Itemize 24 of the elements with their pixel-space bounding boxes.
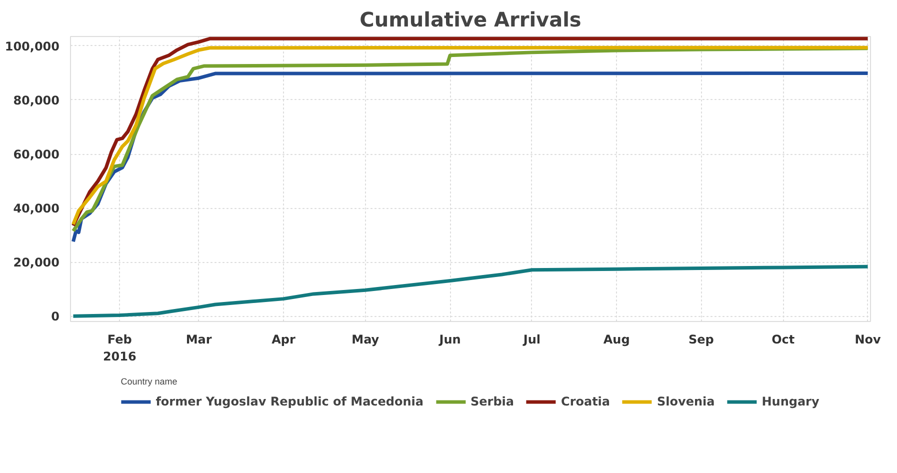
x-tick-label: Nov <box>854 332 881 346</box>
legend-label: Slovenia <box>657 394 715 408</box>
x-tick-label: Aug <box>603 332 630 346</box>
y-tick-label: 80,000 <box>13 93 60 108</box>
legend-label: former Yugoslav Republic of Macedonia <box>156 394 424 408</box>
x-tick-label: May <box>352 332 380 346</box>
legend-label: Serbia <box>470 394 514 408</box>
y-tick-label: 60,000 <box>13 148 60 162</box>
x-tick-label: Jul <box>522 332 540 346</box>
legend-label: Croatia <box>561 394 610 408</box>
x-tick-label: Mar <box>186 332 212 346</box>
x-tick-label: Feb 2016 <box>102 332 136 364</box>
x-tick-label: Oct <box>772 332 795 346</box>
legend-label: Hungary <box>762 394 820 408</box>
line-series <box>71 264 870 318</box>
y-tick-label: 0 <box>51 310 60 324</box>
x-tick-label: Jun <box>438 332 461 346</box>
y-tick-label: 40,000 <box>13 202 60 216</box>
y-tick-label: 20,000 <box>13 256 60 270</box>
x-tick-label: Sep <box>688 332 714 346</box>
legend-title: Country name <box>120 376 178 386</box>
y-tick-label: 100,000 <box>4 39 60 54</box>
chart-title: Cumulative Arrivals <box>360 8 582 32</box>
x-tick-label: Apr <box>272 332 296 346</box>
